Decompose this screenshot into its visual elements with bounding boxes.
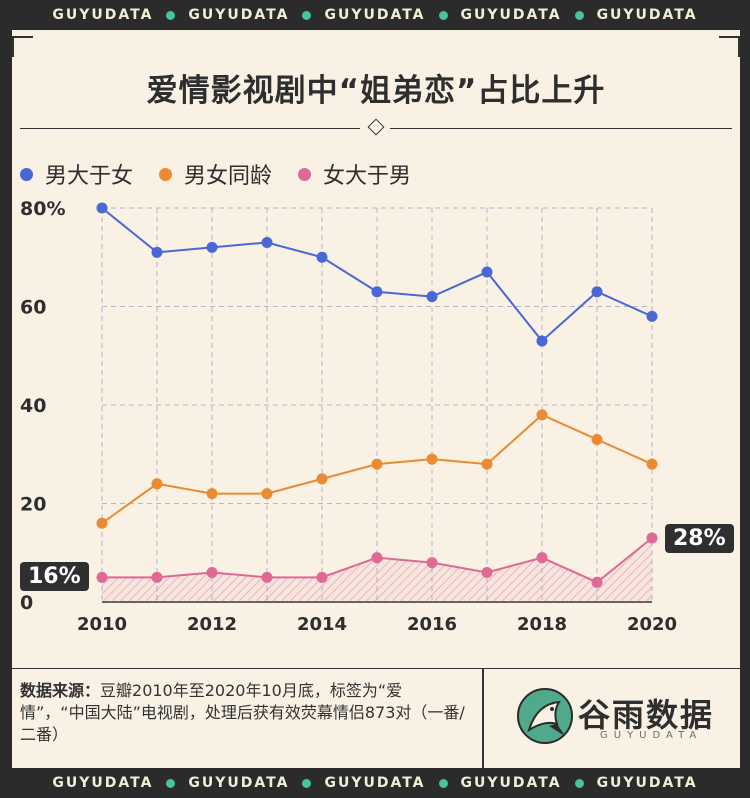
strip-word: GUYUDATA <box>324 7 426 23</box>
data-point <box>536 335 548 347</box>
x-tick-label: 2012 <box>187 614 237 635</box>
data-point <box>96 571 108 583</box>
data-point <box>536 552 548 564</box>
legend-dot-icon <box>20 167 33 181</box>
data-point <box>481 458 493 470</box>
data-point <box>261 236 273 248</box>
legend-item-female-older: 女大于男 <box>298 158 411 190</box>
x-tick-label: 2018 <box>517 614 567 635</box>
source-section <box>12 668 740 769</box>
source-text: 豆瓣2010年至2020年10月底，标签为“爱情”，“中国大陆”电视剧，处理后获… <box>20 681 465 744</box>
strip-dot-icon <box>166 778 176 788</box>
logo-bird-icon <box>517 688 573 744</box>
source-divider <box>482 668 484 768</box>
annotation-badge-end: 28% <box>665 524 734 553</box>
data-point <box>316 251 328 263</box>
strip-word: GUYUDATA <box>188 775 290 791</box>
source-note: 数据来源：豆瓣2010年至2020年10月底，标签为“爱情”，“中国大陆”电视剧… <box>20 680 465 746</box>
legend: 男大于女 男女同龄 女大于男 <box>20 158 437 190</box>
legend-label: 男大于女 <box>45 164 134 189</box>
data-point <box>646 310 658 322</box>
chart-card: 爱情影视剧中“姐弟恋”占比上升 男大于女 男女同龄 女大于男 80% 60 40 20… <box>11 30 741 768</box>
data-point <box>481 566 493 578</box>
strip-dot-icon <box>574 778 584 788</box>
strip-dot-icon <box>438 778 448 788</box>
x-tick-label: 2016 <box>407 614 457 635</box>
strip-word: GUYUDATA <box>324 775 426 791</box>
corner-bracket-icon <box>719 36 740 57</box>
legend-item-male-older: 男大于女 <box>20 158 133 190</box>
data-point <box>426 291 438 303</box>
data-point <box>261 488 273 500</box>
data-point <box>206 241 218 253</box>
data-point <box>591 433 603 445</box>
data-point <box>206 488 218 500</box>
strip-word: GUYUDATA <box>52 7 154 23</box>
corner-bracket-icon <box>12 36 33 57</box>
data-point <box>646 532 658 544</box>
strip-dot-icon <box>438 10 448 20</box>
annotation-badge-start: 16% <box>20 562 89 591</box>
data-point <box>261 571 273 583</box>
y-tick-label: 20 <box>20 494 46 516</box>
strip-dot-icon <box>302 10 312 20</box>
strip-dot-icon <box>166 10 176 20</box>
data-point <box>371 458 383 470</box>
strip-dot-icon <box>574 10 584 20</box>
data-point <box>96 202 108 214</box>
title-divider <box>20 128 360 129</box>
source-label: 数据来源： <box>20 681 101 700</box>
data-point <box>536 409 548 421</box>
data-point <box>426 557 438 569</box>
data-point <box>151 571 163 583</box>
bottom-brand-strip: GUYUDATA GUYUDATA GUYUDATA GUYUDATA GUYU… <box>0 768 750 798</box>
legend-label: 男女同龄 <box>184 164 273 189</box>
title-divider <box>390 128 732 129</box>
data-point <box>646 458 658 470</box>
data-point <box>371 552 383 564</box>
y-tick-label: 60 <box>20 297 46 319</box>
line-chart: 80% 60 40 20 0 2010 2012 2014 2016 2018 2020 <box>20 198 677 635</box>
data-point <box>371 286 383 298</box>
legend-item-same-age: 男女同龄 <box>159 158 272 190</box>
strip-word: GUYUDATA <box>188 7 290 23</box>
data-point <box>151 478 163 490</box>
legend-label: 女大于男 <box>323 164 412 189</box>
data-point <box>206 566 218 578</box>
data-point <box>316 571 328 583</box>
logo-subtitle: GUYUDATA <box>600 730 703 741</box>
strip-word: GUYUDATA <box>460 7 562 23</box>
data-point <box>151 246 163 258</box>
data-point <box>481 266 493 278</box>
strip-word: GUYUDATA <box>596 7 698 23</box>
area-female-older-tint <box>102 537 652 602</box>
strip-word: GUYUDATA <box>596 775 698 791</box>
data-point <box>591 576 603 588</box>
top-brand-strip: GUYUDATA GUYUDATA GUYUDATA GUYUDATA GUYU… <box>0 0 750 30</box>
strip-word: GUYUDATA <box>52 775 154 791</box>
y-tick-label: 40 <box>20 395 46 417</box>
legend-dot-icon <box>298 167 312 181</box>
area-female-older <box>102 537 652 602</box>
y-tick-label: 0 <box>20 592 33 614</box>
strip-word: GUYUDATA <box>460 775 562 791</box>
data-point <box>426 453 438 465</box>
x-tick-label: 2010 <box>77 614 127 635</box>
legend-dot-icon <box>159 167 173 181</box>
x-tick-label: 2014 <box>297 614 347 635</box>
data-point <box>316 473 328 485</box>
logo-name: 谷雨数据 <box>578 696 715 734</box>
y-tick-label: 80% <box>20 198 65 220</box>
strip-dot-icon <box>302 778 312 788</box>
data-point <box>591 286 603 298</box>
chart-title: 爱情影视剧中“姐弟恋”占比上升 <box>146 73 606 109</box>
x-tick-label: 2020 <box>627 614 677 635</box>
data-point <box>96 517 108 529</box>
